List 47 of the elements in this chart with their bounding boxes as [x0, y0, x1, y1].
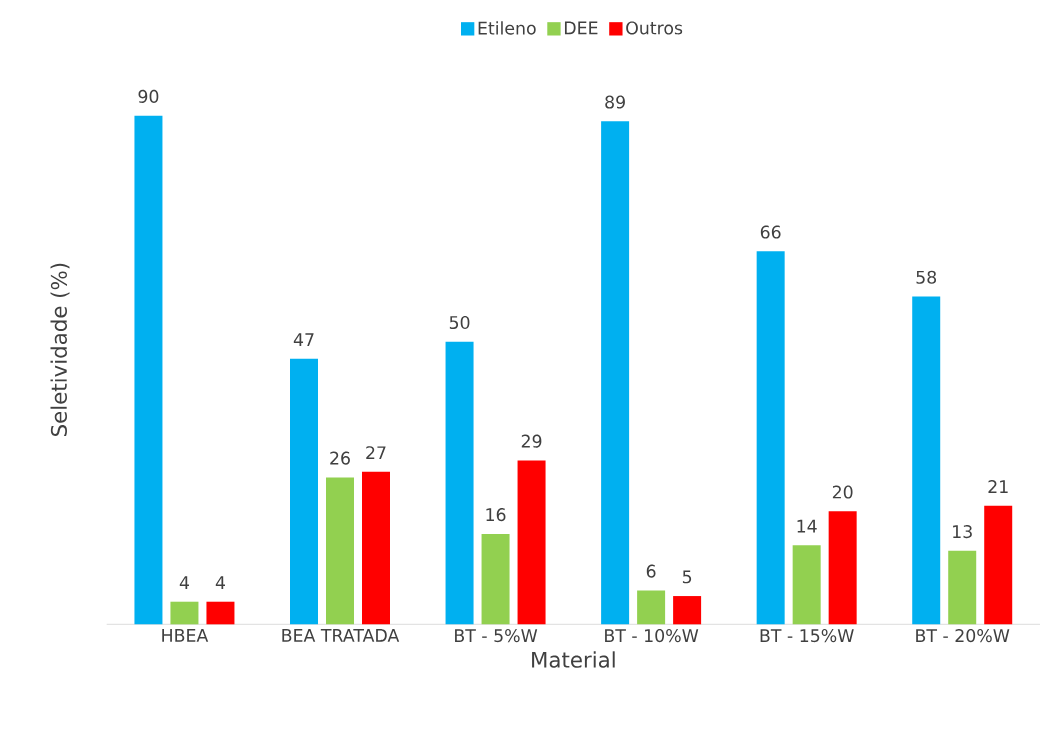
- bar: [912, 296, 941, 625]
- legend-label: DEE: [564, 21, 598, 35]
- x-tick-label: BEA TRATADA: [282, 629, 400, 642]
- data-label: 89: [605, 95, 625, 109]
- bar: [792, 545, 821, 625]
- data-label: 5: [682, 570, 692, 584]
- bar: [445, 341, 474, 625]
- x-tick-label: BT - 10%W: [605, 629, 699, 643]
- data-label: 27: [366, 446, 386, 460]
- data-label: 13: [953, 525, 972, 539]
- data-label: 26: [330, 451, 350, 465]
- bar: [206, 601, 235, 625]
- data-label: 14: [797, 519, 817, 533]
- legend-label: Outros: [626, 21, 683, 35]
- bar: [134, 115, 163, 625]
- bar: [362, 471, 390, 625]
- bar: [481, 533, 510, 625]
- data-label: 20: [832, 485, 853, 499]
- data-label: 50: [449, 315, 470, 330]
- x-tick-label: BT - 15%W: [760, 629, 854, 643]
- bar: [756, 251, 785, 625]
- data-label: 6: [646, 564, 656, 578]
- bar: [170, 601, 199, 625]
- x-tick-label: BT - 5%W: [455, 629, 538, 643]
- x-axis-title: Material: [532, 651, 615, 668]
- bar: [637, 590, 666, 625]
- data-label: 90: [138, 89, 159, 103]
- data-label: 66: [760, 225, 781, 239]
- bar: [290, 358, 318, 625]
- bar: [517, 460, 546, 625]
- x-tick-label: HBEA: [162, 629, 209, 642]
- y-axis-title: Seletividade (%): [50, 263, 70, 437]
- x-tick-label: BT - 20%W: [916, 629, 1010, 643]
- data-label: 4: [215, 576, 225, 589]
- data-label: 47: [293, 333, 314, 346]
- bar: [601, 121, 630, 625]
- bar: [948, 550, 977, 625]
- bar: [984, 505, 1013, 625]
- bar: [326, 477, 355, 625]
- data-label: 4: [179, 576, 189, 589]
- bar: [673, 596, 702, 625]
- data-label: 29: [521, 434, 542, 448]
- data-label: 16: [486, 508, 506, 522]
- bar: [828, 511, 857, 625]
- data-label: 21: [988, 480, 1008, 493]
- legend-label: Etileno: [478, 21, 536, 35]
- data-label: 58: [916, 270, 937, 284]
